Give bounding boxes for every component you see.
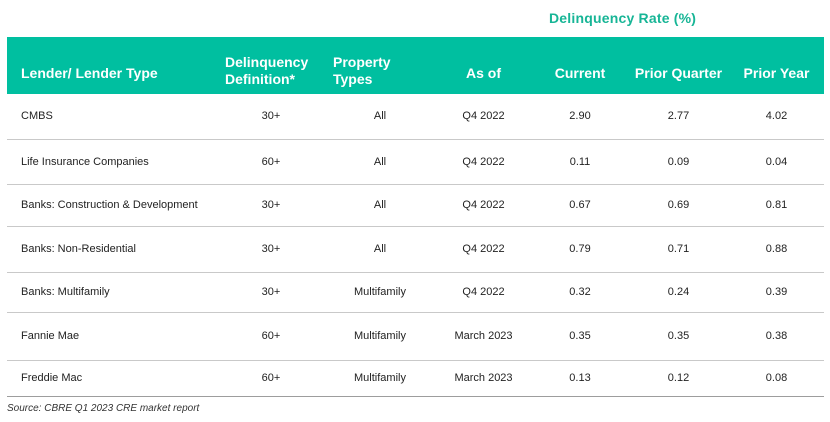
cell-definition: 60+ — [217, 312, 325, 361]
cell-definition: 60+ — [217, 360, 325, 397]
delinquency-table: Lender/ Lender Type Delinquency Definiti… — [7, 37, 824, 397]
cell-as-of: Q4 2022 — [435, 184, 532, 227]
cell-lender: Banks: Non-Residential — [7, 226, 217, 273]
cell-as-of: March 2023 — [435, 360, 532, 397]
cell-definition: 60+ — [217, 139, 325, 185]
cell-prior-year: 0.08 — [729, 360, 824, 397]
col-header-as-of: As of — [466, 65, 501, 81]
cell-current: 0.11 — [532, 139, 628, 185]
col-header-property: Property Types — [333, 53, 391, 87]
cell-lender: Banks: Multifamily — [7, 272, 217, 313]
table-row: CMBS 30+ All Q4 2022 2.90 2.77 4.02 — [7, 94, 824, 140]
cell-current: 2.90 — [532, 94, 628, 140]
delinquency-rate-header: Delinquency Rate (%) — [549, 10, 697, 26]
cell-prior-year: 0.88 — [729, 226, 824, 273]
cell-current: 0.79 — [532, 226, 628, 273]
cell-prior-year: 4.02 — [729, 94, 824, 140]
cell-property: All — [325, 226, 435, 273]
table-row: Fannie Mae 60+ Multifamily March 2023 0.… — [7, 312, 824, 361]
cell-prior-year: 0.04 — [729, 139, 824, 185]
cell-current: 0.67 — [532, 184, 628, 227]
col-header-definition: Delinquency Definition* — [225, 53, 309, 87]
cell-as-of: Q4 2022 — [435, 94, 532, 140]
cell-prior-quarter: 0.35 — [628, 312, 729, 361]
cell-as-of: Q4 2022 — [435, 226, 532, 273]
cell-current: 0.13 — [532, 360, 628, 397]
cell-definition: 30+ — [217, 184, 325, 227]
table-row: Banks: Construction & Development 30+ Al… — [7, 184, 824, 227]
table-row: Freddie Mac 60+ Multifamily March 2023 0… — [7, 360, 824, 397]
table-row: Banks: Non-Residential 30+ All Q4 2022 0… — [7, 226, 824, 273]
cell-prior-quarter: 0.24 — [628, 272, 729, 313]
cell-prior-quarter: 0.71 — [628, 226, 729, 273]
cell-property: Multifamily — [325, 312, 435, 361]
table-row: Banks: Multifamily 30+ Multifamily Q4 20… — [7, 272, 824, 313]
cell-as-of: Q4 2022 — [435, 272, 532, 313]
col-header-prior-year: Prior Year — [743, 65, 810, 81]
cell-current: 0.32 — [532, 272, 628, 313]
cell-prior-quarter: 2.77 — [628, 94, 729, 140]
cell-definition: 30+ — [217, 272, 325, 313]
cell-property: All — [325, 139, 435, 185]
cell-prior-year: 0.39 — [729, 272, 824, 313]
cell-lender: Life Insurance Companies — [7, 139, 217, 185]
col-header-prior-quarter: Prior Quarter — [634, 65, 723, 81]
cell-lender: CMBS — [7, 94, 217, 140]
cell-prior-year: 0.38 — [729, 312, 824, 361]
cell-as-of: March 2023 — [435, 312, 532, 361]
table-header-row: Lender/ Lender Type Delinquency Definiti… — [7, 37, 824, 94]
col-header-current: Current — [554, 65, 606, 81]
cell-lender: Banks: Construction & Development — [7, 184, 217, 227]
cell-definition: 30+ — [217, 94, 325, 140]
cell-lender: Fannie Mae — [7, 312, 217, 361]
cell-property: Multifamily — [325, 272, 435, 313]
cell-property: All — [325, 184, 435, 227]
cell-property: Multifamily — [325, 360, 435, 397]
cell-prior-quarter: 0.12 — [628, 360, 729, 397]
cell-as-of: Q4 2022 — [435, 139, 532, 185]
cell-current: 0.35 — [532, 312, 628, 361]
cell-prior-year: 0.81 — [729, 184, 824, 227]
col-header-lender: Lender/ Lender Type — [21, 65, 158, 81]
cell-lender: Freddie Mac — [7, 360, 217, 397]
cell-definition: 30+ — [217, 226, 325, 273]
cell-prior-quarter: 0.09 — [628, 139, 729, 185]
table-row: Life Insurance Companies 60+ All Q4 2022… — [7, 139, 824, 185]
cell-prior-quarter: 0.69 — [628, 184, 729, 227]
cell-property: All — [325, 94, 435, 140]
source-note: Source: CBRE Q1 2023 CRE market report — [7, 403, 200, 414]
